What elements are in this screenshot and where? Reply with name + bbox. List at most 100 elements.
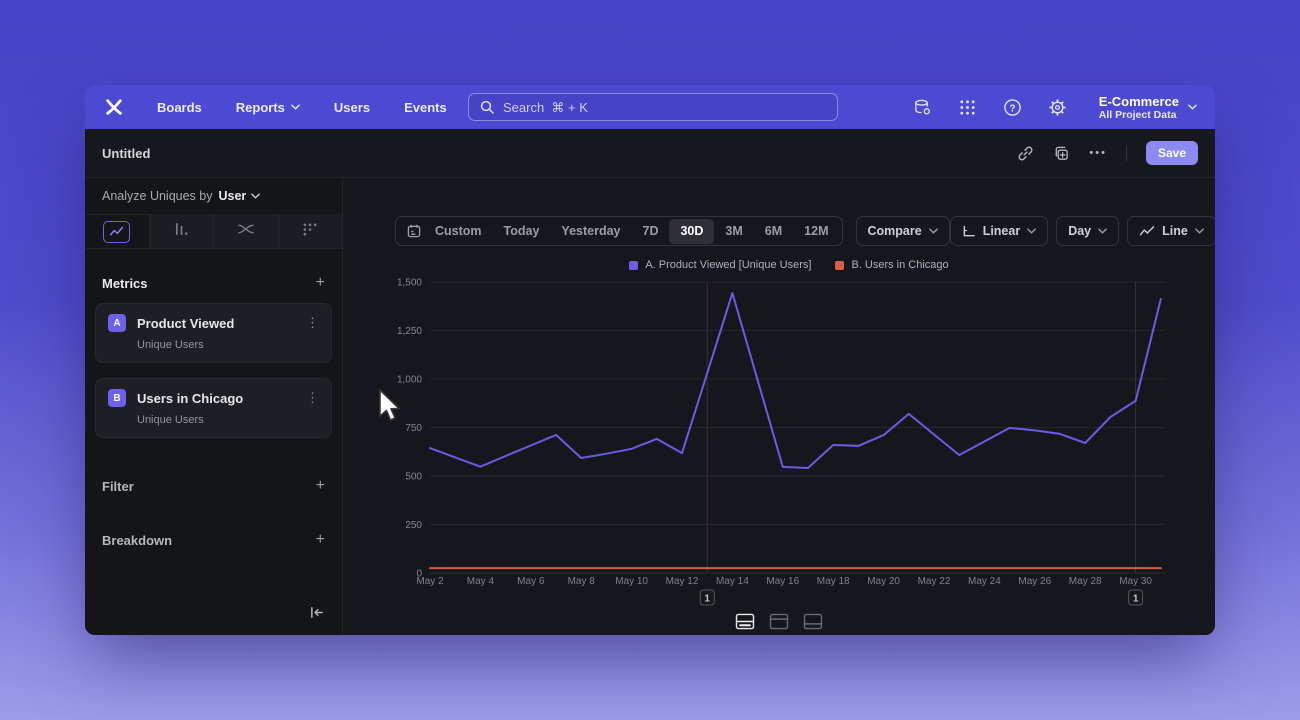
x-axis-tick-label: May 14 [716,576,749,587]
range-yesterday[interactable]: Yesterday [561,223,621,238]
y-axis-tick-label: 1,250 [397,326,422,337]
legend-swatch [835,260,845,270]
more-options-icon[interactable]: ••• [1089,147,1107,159]
line-chart-icon [1139,226,1155,236]
metric-list: A Product Viewed ⋮ Unique Users B Users in Ch… [85,303,342,438]
layout-chart-and-table-icon[interactable] [733,610,757,632]
metric-badge: A [108,314,126,332]
tab-flows[interactable] [214,215,279,248]
analysis-type-tabs [85,215,342,249]
data-management-icon[interactable] [913,97,933,117]
analyze-entity-dropdown[interactable]: User [218,189,261,203]
search-input[interactable] [503,99,826,115]
annotation-marker[interactable] [1128,589,1144,606]
y-axis-tick-label: 0 [416,569,422,580]
range-today[interactable]: Today [503,223,540,238]
filter-section-header: Filter + [85,478,342,494]
chevron-down-icon [1188,104,1197,110]
y-axis-tick-label: 750 [405,423,422,434]
add-breakdown-button[interactable]: + [315,531,325,548]
metric-options-icon[interactable]: ⋮ [306,390,319,405]
x-axis-tick-label: May 6 [517,576,545,587]
x-axis-tick-label: May 10 [615,576,648,587]
compare-dropdown[interactable]: Compare [855,216,950,246]
nav-right-actions: ? E-Commerce All Pro [913,94,1197,121]
add-metric-button[interactable]: + [315,274,325,291]
legend-item[interactable]: A. Product Viewed [Unique Users] [629,259,811,271]
range-custom[interactable]: Custom [435,223,482,238]
x-axis-tick-label: May 12 [666,576,699,587]
report-title-bar: Untitled ••• Save [85,129,1215,178]
x-axis-tick-label: May 30 [1119,576,1152,587]
chart-legend: A. Product Viewed [Unique Users] B. Users… [403,259,1175,271]
range-6m[interactable]: 6M [764,223,783,238]
add-filter-button[interactable]: + [315,477,325,494]
metric-name: Product Viewed [137,315,235,331]
metrics-header-label: Metrics [102,275,148,291]
annotation-label: 1 [704,594,710,605]
nav-item-reports[interactable]: Reports [236,100,300,115]
nav-item-users[interactable]: Users [333,99,371,115]
date-range-control: Custom Today Yesterday 7D 30D 3M 6M 12M [395,216,843,246]
x-axis-tick-label: May 22 [918,576,951,587]
save-button[interactable]: Save [1145,141,1198,165]
legend-swatch [629,260,639,270]
tab-insights[interactable] [85,215,150,248]
range-7d[interactable]: 7D [642,223,659,238]
line-chart-icon [103,220,131,243]
settings-gear-icon[interactable] [1048,97,1068,117]
y-axis-tick-label: 1,500 [397,278,422,289]
project-name: E-Commerce [1098,93,1179,109]
search-icon [480,100,494,114]
nav-menu: Boards Reports Users Events [157,100,447,115]
metric-options-icon[interactable]: ⋮ [306,315,319,330]
duplicate-icon[interactable] [1053,145,1070,162]
help-icon[interactable]: ? [1003,97,1023,117]
nav-item-boards[interactable]: Boards [157,99,202,115]
mixpanel-logo-icon[interactable] [103,96,125,118]
series-line[interactable] [429,292,1162,469]
chevron-down-icon [291,104,300,110]
report-title: Untitled [102,145,151,161]
analyze-row: Analyze Uniques by User [85,178,342,215]
svg-text:?: ? [1010,103,1016,114]
metric-subtitle: Unique Users [137,339,204,351]
copy-link-icon[interactable] [1017,145,1034,162]
x-axis-tick-label: May 8 [568,576,596,587]
x-axis-tick-label: May 16 [766,576,799,587]
analyze-label: Analyze Uniques by [102,189,213,203]
range-30d[interactable]: 30D [669,218,715,244]
query-sidebar: Analyze Uniques by User [85,178,343,635]
range-12m[interactable]: 12M [804,223,829,238]
interval-dropdown[interactable]: Day [1056,216,1120,246]
search-bar[interactable] [468,93,838,121]
breakdown-header-label: Breakdown [102,532,173,548]
tab-retention[interactable] [278,215,342,248]
x-axis-tick-label: May 4 [467,576,495,587]
y-axis-tick-label: 500 [405,472,422,483]
nav-item-events[interactable]: Events [404,99,447,115]
x-axis-tick-label: May 26 [1018,576,1051,587]
annotation-marker[interactable] [699,589,715,606]
layout-chart-focus-icon[interactable] [767,610,791,632]
chart-type-dropdown[interactable]: Line [1127,216,1215,246]
range-3m[interactable]: 3M [725,223,743,238]
tab-funnels[interactable] [149,215,214,248]
layout-toggles [733,610,825,632]
retention-dots-icon [302,222,319,242]
legend-item[interactable]: B. Users in Chicago [835,259,949,271]
layout-table-focus-icon[interactable] [801,610,825,632]
metric-card-a[interactable]: A Product Viewed ⋮ Unique Users [95,303,332,363]
y-axis-tick-label: 250 [405,520,422,531]
apps-grid-icon[interactable] [958,97,978,117]
collapse-sidebar-icon[interactable] [309,606,324,624]
line-chart[interactable]: 0 250 500 750 1,000 1,250 1,500 1 1 May 2 May 4 May… [343,270,1215,618]
scale-dropdown[interactable]: Linear [949,216,1049,246]
x-axis-tick-label: May 28 [1069,576,1102,587]
flow-icon [237,222,255,241]
filter-header-label: Filter [102,478,134,494]
project-switcher[interactable]: E-Commerce All Project Data [1099,94,1197,121]
x-axis-tick-label: May 20 [867,576,900,587]
chevron-down-icon [1027,228,1037,234]
metric-card-b[interactable]: B Users in Chicago ⋮ Unique Users [95,378,332,438]
